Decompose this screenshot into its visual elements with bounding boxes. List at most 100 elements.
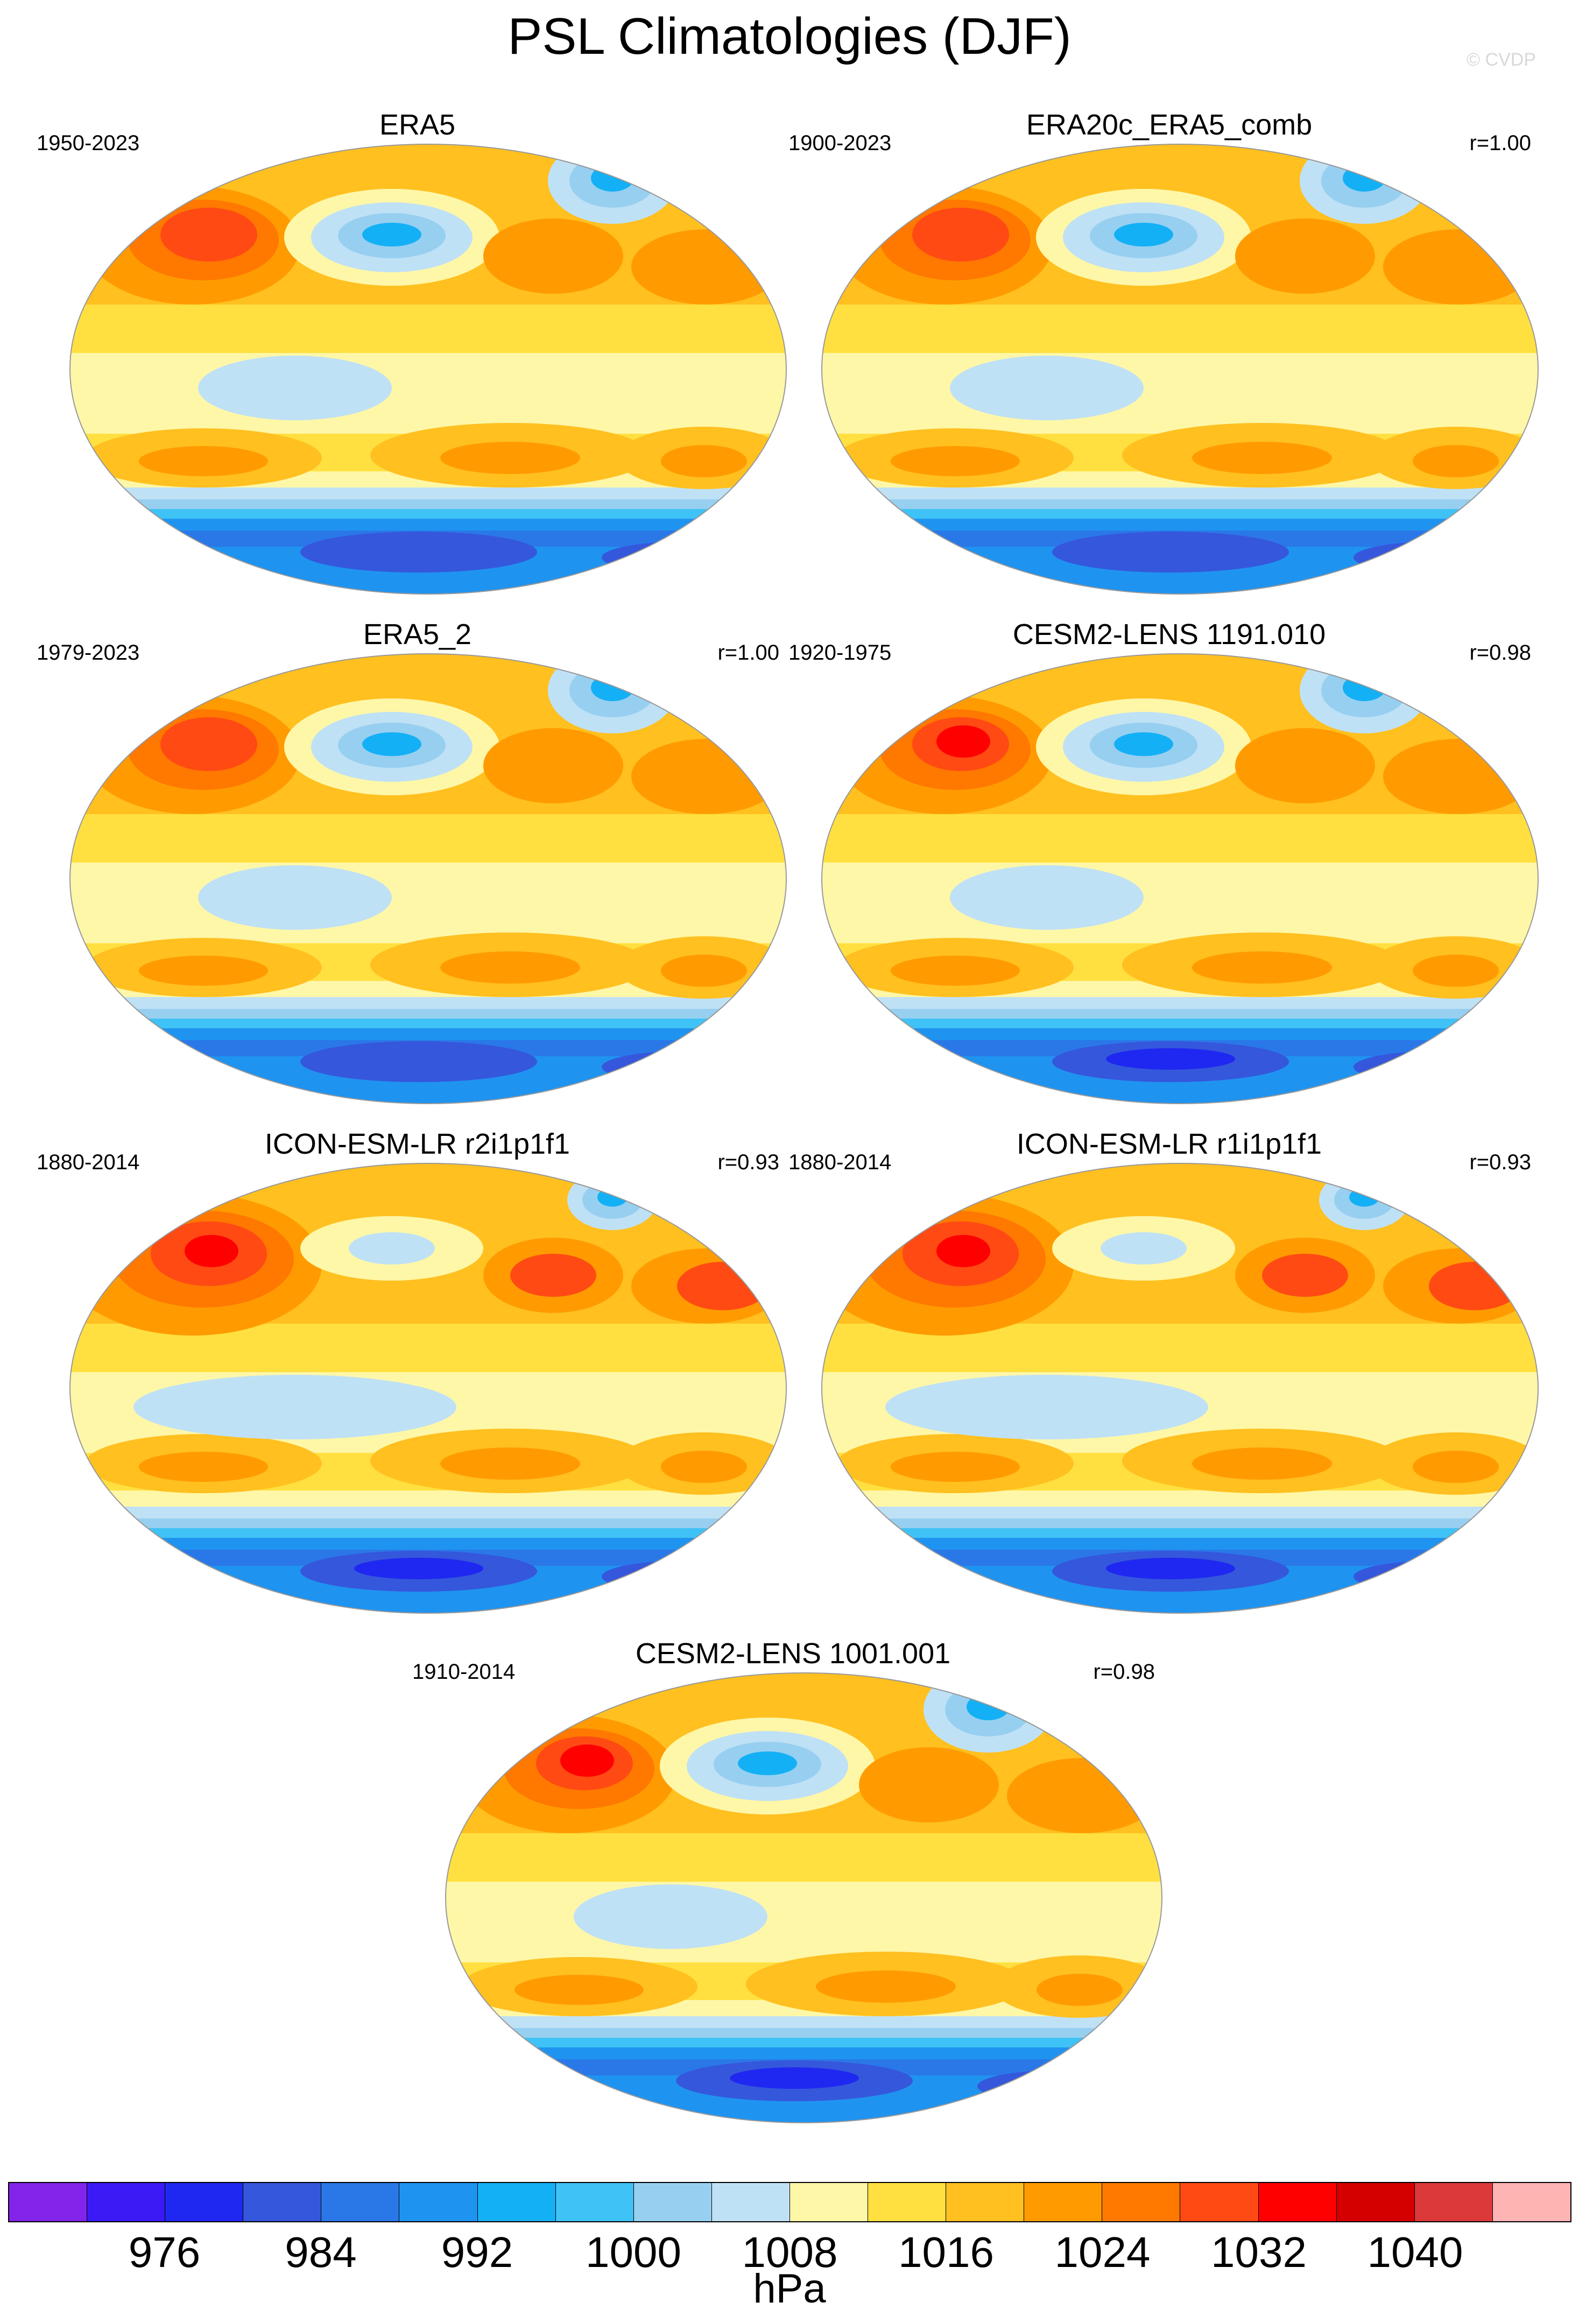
map-outline xyxy=(821,144,1539,595)
panel-title: ICON-ESM-LR r1i1p1f1 xyxy=(1016,1128,1322,1160)
antarctic-trough-east-deep xyxy=(1391,1058,1488,1076)
southern-band-2 xyxy=(446,2028,1162,2038)
southern-band-3 xyxy=(446,2038,1162,2047)
antarctic-trough-east xyxy=(602,541,774,574)
map-panel: ICON-ESM-LR r2i1p1f1 1880-2014 r=0.93 xyxy=(37,1127,798,1614)
psl-map xyxy=(445,1672,1162,2123)
polar-high-band xyxy=(446,1673,1162,1720)
southern-band-1 xyxy=(70,1507,786,1518)
south-indian-high-core xyxy=(891,446,1020,476)
maritime-continent-low xyxy=(885,1375,1208,1439)
azores-high-core xyxy=(677,1262,769,1310)
southern-band-3 xyxy=(70,1019,786,1028)
southern-band-2 xyxy=(822,1009,1538,1019)
map-panel: ERA20c_ERA5_comb 1900-2023 r=1.00 xyxy=(788,108,1550,595)
antarctic-trough-west xyxy=(300,532,537,573)
south-atlantic-high-core xyxy=(661,955,747,987)
siberian-high-core xyxy=(160,208,257,262)
south-atlantic-high-core xyxy=(661,1451,747,1483)
south-pacific-high-core xyxy=(440,442,580,474)
siberian-high-peak xyxy=(936,725,990,758)
map-outline xyxy=(69,1163,787,1614)
antarctic-trough-west xyxy=(300,1041,537,1082)
psl-map xyxy=(821,1163,1539,1614)
southern-band-1 xyxy=(822,1507,1538,1518)
aleutian-low-core xyxy=(1114,223,1173,246)
south-atlantic-high-core xyxy=(1037,1974,1123,2006)
south-indian-high-core xyxy=(139,446,268,476)
antarctic-trough-east-deep xyxy=(1015,2078,1112,2095)
panel-period: 1950-2023 xyxy=(37,131,140,155)
siberian-high-core xyxy=(160,717,257,771)
map-outline xyxy=(821,653,1539,1104)
maritime-continent-low xyxy=(574,1884,767,1949)
colorbar-tick-label: 1040 xyxy=(1367,2228,1463,2276)
southern-band-2 xyxy=(70,499,786,509)
colorbar xyxy=(8,2182,1571,2222)
azores-high xyxy=(1383,739,1534,814)
maritime-continent-low xyxy=(198,865,392,930)
siberian-high-peak xyxy=(185,1235,238,1267)
map-panel: CESM2-LENS 1001.001 1910-2014 r=0.98 xyxy=(412,1636,1174,2123)
southern-band-4 xyxy=(70,1538,786,1550)
southern-band-2 xyxy=(822,499,1538,509)
panel-period: 1880-2014 xyxy=(788,1150,892,1174)
south-pacific-high-core xyxy=(1192,951,1332,984)
siberian-high-peak xyxy=(936,1235,990,1267)
southern-band-1 xyxy=(822,997,1538,1009)
north-american-high xyxy=(1235,728,1375,803)
southern-transition-band xyxy=(70,1491,786,1507)
map-panel: CESM2-LENS 1191.010 1920-1975 r=0.98 xyxy=(788,617,1550,1104)
southern-transition-band xyxy=(822,1491,1538,1507)
polar-high-band xyxy=(70,654,786,701)
northern-subtropic-band xyxy=(822,814,1538,863)
map-panel: ERA5_2 1979-2023 r=1.00 xyxy=(37,617,798,1104)
antarctic-trough-west-deep xyxy=(730,2067,859,2089)
panel-period: 1910-2014 xyxy=(412,1660,516,1684)
southern-band-3 xyxy=(822,1019,1538,1028)
aleutian-low-core xyxy=(1114,732,1173,756)
colorbar-tick-label: 1008 xyxy=(742,2228,838,2276)
south-pacific-high-core xyxy=(816,1970,956,2003)
antarctic-trough-west-deep xyxy=(1106,1048,1235,1070)
southern-band-3 xyxy=(70,1528,786,1538)
antarctic-trough-east xyxy=(1354,541,1526,574)
north-american-high-core xyxy=(510,1254,596,1297)
southern-band-4 xyxy=(822,1028,1538,1040)
azores-high xyxy=(631,229,782,305)
panel-title: CESM2-LENS 1191.010 xyxy=(1012,618,1326,651)
siberian-high-core xyxy=(912,208,1009,262)
map-panel: ERA5 1950-2023 xyxy=(37,108,798,595)
colorbar-swatch xyxy=(9,2183,88,2221)
panel-title: CESM2-LENS 1001.001 xyxy=(635,1637,951,1670)
southern-band-1 xyxy=(70,488,786,499)
copyright-notice: © CVDP xyxy=(1467,50,1536,70)
maritime-continent-low xyxy=(950,865,1144,930)
antarctic-trough-east xyxy=(1354,1560,1526,1593)
panel-period: 1979-2023 xyxy=(37,641,140,665)
figure-title: PSL Climatologies (DJF) xyxy=(507,8,1072,65)
colorbar-swatch xyxy=(1258,2183,1337,2221)
map-outline xyxy=(69,653,787,1104)
southern-band-2 xyxy=(822,1518,1538,1528)
colorbar-swatch xyxy=(321,2183,400,2221)
panel-pattern-correlation: r=0.98 xyxy=(1469,641,1531,665)
aleutian-low-core xyxy=(362,223,421,246)
south-atlantic-high-core xyxy=(1413,445,1499,477)
northern-subtropic-band xyxy=(70,814,786,863)
maritime-continent-low xyxy=(198,356,392,420)
antarctic-trough-east xyxy=(602,1560,774,1593)
panel-title: ICON-ESM-LR r2i1p1f1 xyxy=(264,1128,570,1160)
azores-high xyxy=(631,739,782,814)
antarctic-trough-east xyxy=(977,2070,1150,2102)
panel-pattern-correlation: r=1.00 xyxy=(1469,131,1531,155)
southern-band-3 xyxy=(70,509,786,519)
colorbar-tick-labels: 976 984 992 1000 1008 1016 1024 1032 1040 xyxy=(8,2228,1571,2276)
psl-map xyxy=(69,144,787,595)
south-pacific-high-core xyxy=(440,1447,580,1480)
azores-high-core xyxy=(1429,1262,1520,1310)
southern-band-4 xyxy=(822,519,1538,531)
panel-title: ERA20c_ERA5_comb xyxy=(1026,109,1313,141)
icelandic-low-core xyxy=(967,1693,1010,1720)
colorbar-tick-label: 992 xyxy=(441,2228,513,2276)
